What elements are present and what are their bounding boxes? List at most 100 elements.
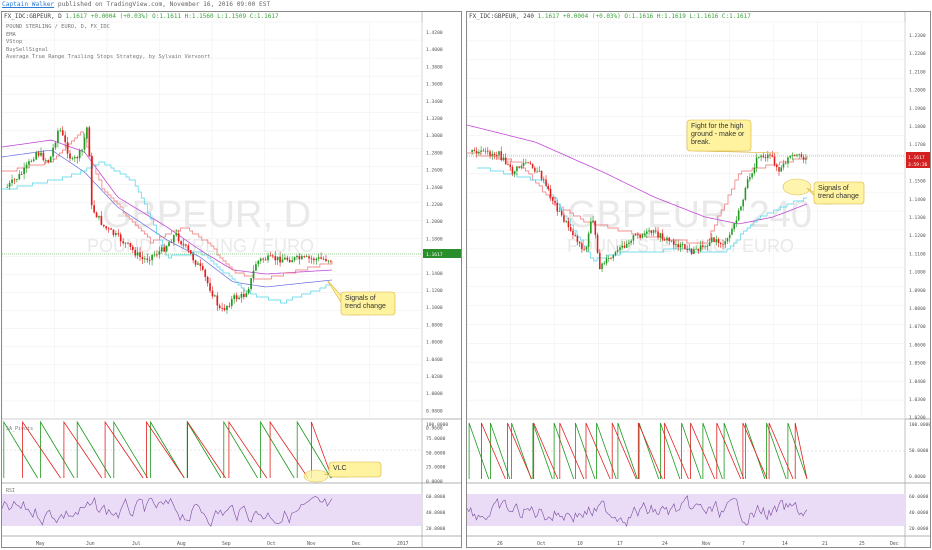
annotation-trend-change-text: Signals of: [818, 185, 849, 192]
price-tick-label: 1.1200: [426, 288, 443, 294]
candle-body: [141, 257, 144, 260]
daily-chart-panel[interactable]: FX_IDC:GBPEUR, D 1.1617 +0.0004 (+0.03%)…: [1, 11, 462, 548]
candle-body: [182, 244, 185, 245]
candle-body: [487, 150, 489, 152]
candle-body: [628, 242, 630, 244]
candle-body: [315, 258, 318, 261]
symbol-line-right[interactable]: FX_IDC:GBPEUR, 240: [469, 13, 535, 20]
candle-body: [168, 242, 170, 247]
legend-item[interactable]: POUND STERLING / EURO, D, FX_IDC: [6, 24, 110, 30]
candle-body: [478, 151, 480, 153]
price-tick-label: 1.1900: [909, 106, 926, 112]
legend-item[interactable]: BuySellSignal: [6, 46, 49, 53]
candle-body: [650, 230, 653, 233]
candle-body: [547, 185, 550, 189]
date-tick-label: 2017: [397, 541, 409, 547]
candle-body: [556, 202, 559, 212]
published-text: published on TradingView.com, November 1…: [57, 1, 271, 8]
candle-body: [110, 228, 112, 230]
candle-body: [769, 154, 771, 156]
candle-body: [699, 245, 702, 251]
rsi-tick-label: 40.0000: [909, 510, 929, 516]
candle-body: [520, 165, 523, 168]
candle-body: [214, 295, 216, 297]
candle-body: [590, 221, 592, 234]
price-tick-label: 1.0500: [909, 361, 926, 367]
candle-body: [136, 252, 139, 256]
price-tick-label: 1.4000: [426, 47, 443, 53]
candle-body: [293, 257, 296, 261]
candle-body: [262, 258, 265, 260]
candle-body: [637, 234, 639, 236]
candle-body: [170, 242, 173, 243]
legend-item[interactable]: Average True Range Trailing Stops Strate…: [6, 54, 211, 61]
candle-body: [695, 248, 697, 250]
candle-body: [42, 152, 45, 161]
candle-body: [782, 163, 785, 168]
candle-body: [240, 293, 243, 298]
rsi-tick-label: 20.0000: [909, 526, 929, 532]
candle-body: [702, 245, 704, 248]
candle-body: [614, 251, 617, 256]
candle-body: [115, 233, 117, 235]
4h-chart-panel[interactable]: FX_IDC:GBPEUR, 240 1.1617 +0.0004 (+0.03…: [466, 11, 931, 548]
candle-body: [329, 260, 332, 262]
price-tick-label: 1.2000: [909, 88, 926, 94]
candle-body: [146, 258, 149, 260]
candle-body: [574, 235, 576, 236]
rsi-tick-label: 20.0000: [426, 526, 446, 532]
price-tick-label: 1.0600: [909, 342, 926, 348]
rsi-line: [467, 495, 808, 527]
candle-body: [13, 179, 16, 181]
candle-body: [257, 260, 260, 265]
legend-item[interactable]: EMA: [6, 31, 16, 38]
candle-body: [100, 215, 103, 225]
candle-body: [235, 295, 238, 300]
candle-body: [778, 167, 780, 172]
price-tick-label: 1.0600: [426, 340, 443, 346]
price-tick-label: 1.2300: [909, 33, 926, 39]
candle-body: [216, 295, 219, 306]
last-price-tag: [906, 152, 930, 168]
candle-body: [623, 245, 626, 248]
candle-body: [522, 162, 525, 166]
candle-body: [281, 259, 284, 263]
date-tick-label: Oct: [267, 541, 276, 547]
candle-body: [798, 154, 800, 156]
last-price-left: 1.1617: [65, 13, 88, 20]
symbol-line-left[interactable]: FX_IDC:GBPEUR, D: [4, 13, 62, 20]
osc-tick-label: 50.0000: [426, 450, 446, 456]
candle-body: [119, 234, 122, 242]
author-link[interactable]: Captain_Walker: [2, 1, 55, 8]
price-tick-label: 1.1800: [426, 236, 443, 242]
candle-body: [802, 157, 805, 160]
annotation-trend-change-text: trend change: [818, 193, 859, 200]
candle-body: [672, 240, 675, 245]
candle-body: [47, 160, 50, 163]
candle-body: [54, 142, 57, 148]
candle-body: [81, 149, 83, 151]
candle-body: [286, 257, 289, 260]
price-tick-label: 1.3600: [426, 82, 443, 88]
price-tick-label: 1.1100: [909, 251, 926, 257]
price-tick-label: 1.2600: [426, 168, 443, 174]
rsi-tick-label: 60.0000: [909, 494, 929, 500]
candle-body: [90, 156, 93, 206]
legend-item[interactable]: VStop: [6, 39, 23, 46]
candle-body: [163, 247, 166, 252]
candle-body: [86, 127, 88, 139]
candle-body: [711, 237, 713, 243]
candle-body: [749, 177, 751, 180]
pivot-oscillator-green: [468, 422, 808, 480]
annotation-fight-high-ground: [686, 119, 752, 152]
candle-body: [264, 259, 267, 261]
candle-body: [305, 256, 308, 258]
candle-body: [76, 157, 79, 159]
osc-tick-label: 75.0000: [426, 436, 446, 442]
candle-body: [303, 256, 306, 257]
candle-body: [583, 248, 585, 250]
oscillator-title: SA_Pivots: [6, 426, 33, 432]
price-tick-label: 1.0200: [909, 415, 926, 421]
